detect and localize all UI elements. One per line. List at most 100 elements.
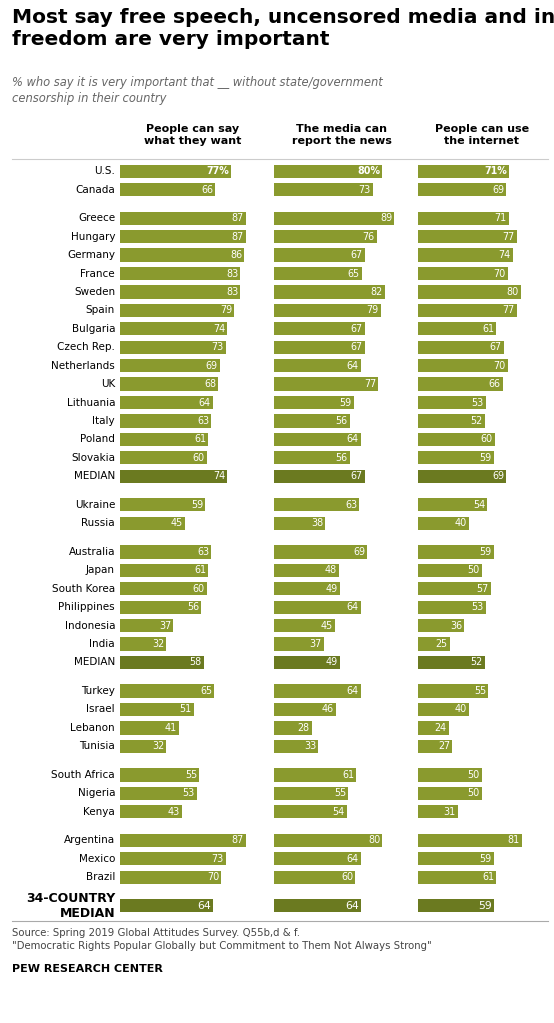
Text: 65: 65 bbox=[200, 686, 212, 696]
Bar bbox=[274, 805, 347, 818]
Text: 77: 77 bbox=[364, 380, 376, 389]
Bar bbox=[274, 212, 394, 225]
Text: 55: 55 bbox=[185, 770, 197, 780]
Text: India: India bbox=[89, 639, 115, 649]
Bar bbox=[120, 451, 207, 464]
Text: 77%: 77% bbox=[207, 166, 229, 176]
Bar bbox=[418, 768, 482, 782]
Text: 67: 67 bbox=[490, 343, 502, 352]
Bar bbox=[120, 517, 185, 530]
Bar bbox=[120, 304, 234, 317]
Text: 51: 51 bbox=[179, 705, 192, 714]
Text: 55: 55 bbox=[334, 789, 346, 798]
Bar bbox=[418, 341, 504, 354]
Text: PEW RESEARCH CENTER: PEW RESEARCH CENTER bbox=[12, 964, 163, 974]
Bar bbox=[418, 656, 485, 669]
Text: Bulgaria: Bulgaria bbox=[71, 324, 115, 333]
Text: U.S.: U.S. bbox=[94, 166, 115, 176]
Bar bbox=[274, 433, 361, 446]
Text: 68: 68 bbox=[204, 380, 217, 389]
Bar bbox=[418, 834, 522, 847]
Bar bbox=[274, 637, 324, 651]
Text: 34-COUNTRY
MEDIAN: 34-COUNTRY MEDIAN bbox=[25, 892, 115, 920]
Bar bbox=[274, 498, 359, 512]
Bar bbox=[120, 377, 218, 391]
Text: 73: 73 bbox=[212, 854, 224, 863]
Text: 69: 69 bbox=[353, 547, 365, 557]
Bar bbox=[418, 433, 495, 446]
Text: 54: 54 bbox=[333, 807, 345, 816]
Text: UK: UK bbox=[101, 380, 115, 389]
Text: Japan: Japan bbox=[86, 566, 115, 575]
Text: 25: 25 bbox=[436, 639, 448, 649]
Text: Nigeria: Nigeria bbox=[78, 789, 115, 798]
Bar bbox=[274, 740, 319, 753]
Text: 59: 59 bbox=[479, 547, 491, 557]
Text: Brazil: Brazil bbox=[86, 873, 115, 882]
Text: People can use
the internet: People can use the internet bbox=[435, 124, 529, 146]
Text: 82: 82 bbox=[371, 287, 383, 297]
Text: 59: 59 bbox=[479, 453, 491, 462]
Bar bbox=[274, 582, 340, 595]
Text: 32: 32 bbox=[152, 742, 164, 751]
Text: 63: 63 bbox=[345, 500, 357, 509]
Bar bbox=[274, 230, 377, 243]
Bar bbox=[418, 601, 486, 614]
Text: 87: 87 bbox=[232, 836, 244, 845]
Text: Source: Spring 2019 Global Attitudes Survey. Q55b,d & f.
"Democratic Rights Popu: Source: Spring 2019 Global Attitudes Sur… bbox=[12, 928, 432, 951]
Text: 24: 24 bbox=[434, 723, 447, 732]
Text: 80: 80 bbox=[368, 836, 380, 845]
Bar bbox=[418, 165, 509, 178]
Text: 57: 57 bbox=[477, 584, 489, 593]
Text: 64: 64 bbox=[345, 901, 358, 910]
Text: Australia: Australia bbox=[69, 547, 115, 557]
Bar bbox=[418, 414, 485, 428]
Text: MEDIAN: MEDIAN bbox=[74, 472, 115, 481]
Text: 32: 32 bbox=[152, 639, 164, 649]
Text: Spain: Spain bbox=[86, 306, 115, 315]
Bar bbox=[274, 396, 354, 409]
Text: 67: 67 bbox=[351, 250, 363, 260]
Bar bbox=[274, 721, 312, 735]
Bar bbox=[120, 230, 246, 243]
Text: Kenya: Kenya bbox=[83, 807, 115, 816]
Text: 73: 73 bbox=[358, 184, 371, 194]
Bar bbox=[418, 267, 507, 280]
Text: 61: 61 bbox=[342, 770, 355, 780]
Text: 76: 76 bbox=[363, 231, 375, 241]
Text: 60: 60 bbox=[341, 873, 353, 882]
Text: Mexico: Mexico bbox=[79, 854, 115, 863]
Text: Lithuania: Lithuania bbox=[66, 398, 115, 407]
Bar bbox=[274, 249, 365, 262]
Bar bbox=[418, 359, 507, 372]
Text: 71: 71 bbox=[495, 213, 507, 223]
Bar bbox=[274, 183, 373, 196]
Bar bbox=[274, 359, 361, 372]
Bar bbox=[274, 899, 361, 913]
Bar bbox=[274, 377, 378, 391]
Bar bbox=[120, 414, 211, 428]
Text: 59: 59 bbox=[478, 901, 491, 910]
Bar bbox=[418, 377, 502, 391]
Text: 64: 64 bbox=[346, 361, 358, 370]
Bar bbox=[418, 703, 469, 716]
Text: Slovakia: Slovakia bbox=[71, 453, 115, 462]
Bar bbox=[418, 517, 469, 530]
Bar bbox=[120, 637, 166, 651]
Bar bbox=[120, 871, 221, 884]
Bar bbox=[418, 304, 517, 317]
Text: 46: 46 bbox=[322, 705, 334, 714]
Bar bbox=[120, 899, 213, 913]
Bar bbox=[274, 684, 361, 698]
Bar bbox=[120, 834, 246, 847]
Bar bbox=[120, 498, 206, 512]
Text: 83: 83 bbox=[226, 268, 238, 278]
Text: 40: 40 bbox=[455, 519, 467, 528]
Bar bbox=[120, 322, 227, 336]
Text: 64: 64 bbox=[346, 603, 358, 612]
Bar bbox=[418, 582, 491, 595]
Bar bbox=[274, 451, 350, 464]
Text: MEDIAN: MEDIAN bbox=[74, 658, 115, 667]
Text: South Korea: South Korea bbox=[52, 584, 115, 593]
Bar bbox=[274, 470, 365, 483]
